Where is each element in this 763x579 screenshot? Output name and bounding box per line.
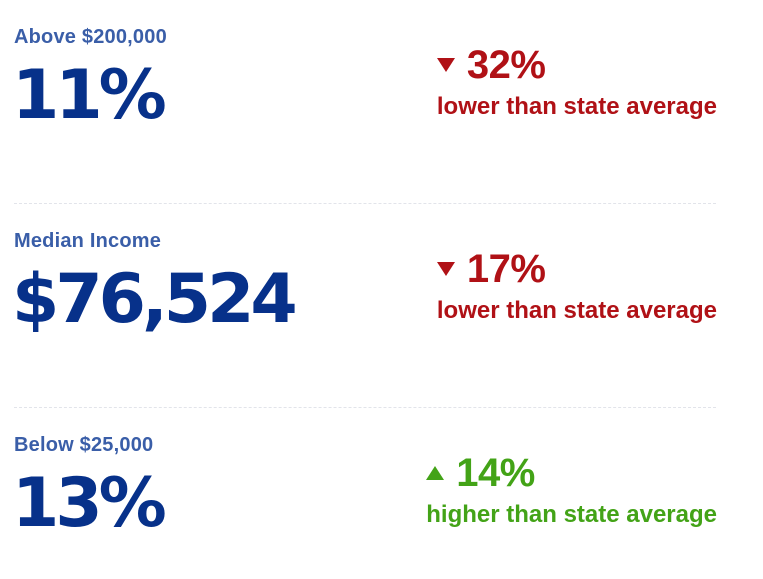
stat-label: Above $200,000	[14, 26, 167, 48]
change-percent: 14%	[456, 451, 535, 495]
stat-below-25k: Below $25,000 13% 14% higher than state …	[0, 408, 763, 579]
comparison-text: lower than state average	[436, 93, 717, 120]
divider	[14, 407, 716, 408]
triangle-down-icon	[436, 262, 455, 276]
comparison: 32% lower than state average	[436, 40, 717, 121]
change-percent: 17%	[466, 247, 546, 291]
stat-label: Below $25,000	[14, 434, 154, 456]
stat-value: $76,524	[12, 260, 298, 339]
comparison-text: higher than state average	[426, 501, 717, 528]
stat-value: 11%	[12, 56, 167, 135]
comparison: 14% higher than state average	[426, 448, 717, 529]
stat-value: 13%	[12, 464, 167, 543]
stat-above-200k: Above $200,000 11% 32% lower than state …	[0, 0, 763, 204]
divider	[14, 203, 716, 204]
change-percent: 32%	[466, 43, 546, 87]
triangle-down-icon	[436, 58, 455, 72]
stat-median-income: Median Income $76,524 17% lower than sta…	[0, 204, 763, 408]
triangle-up-icon	[426, 466, 445, 480]
stat-label: Median Income	[14, 230, 162, 252]
comparison-text: lower than state average	[436, 297, 717, 324]
comparison: 17% lower than state average	[436, 244, 717, 325]
